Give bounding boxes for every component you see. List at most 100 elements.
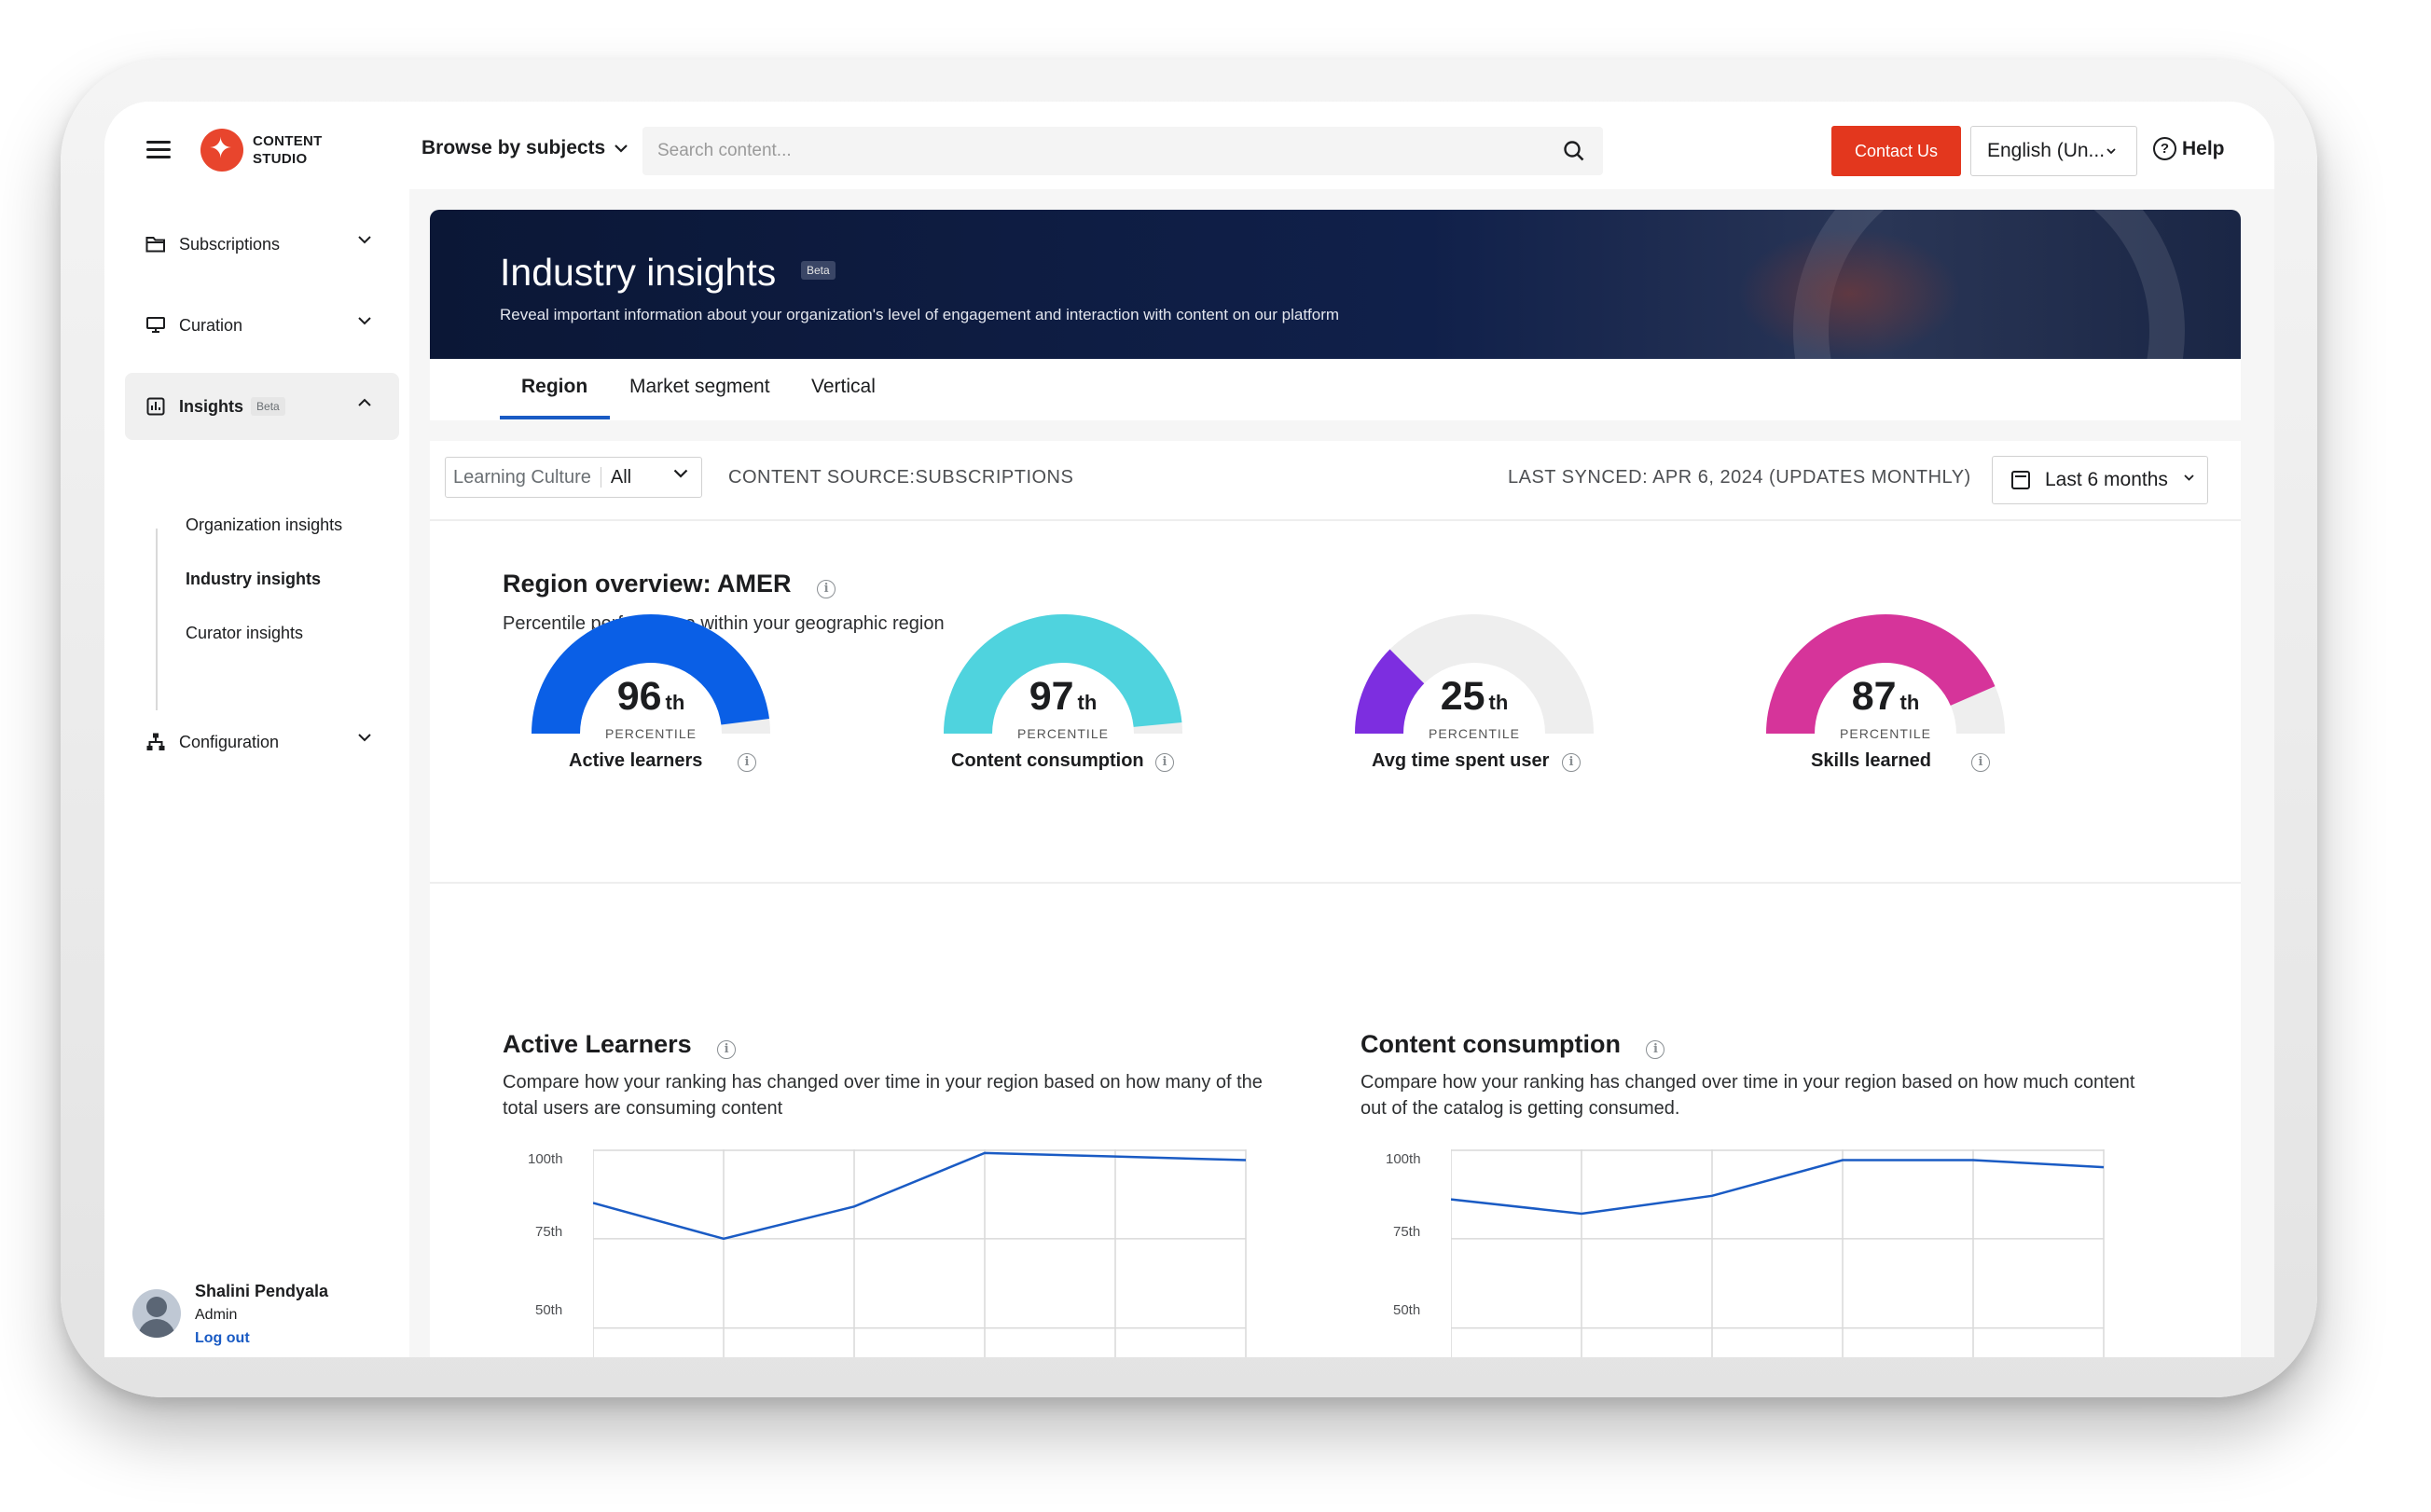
gauge-fill (1355, 649, 1425, 734)
divider (430, 882, 2241, 884)
series-line (1451, 1159, 2105, 1216)
y-tick-label: 50th (1393, 1302, 1421, 1318)
device-frame: CONTENT STUDIO Browse by subjects Contac… (61, 60, 2317, 1397)
gauge-label: Avg time spent user (1372, 750, 1550, 771)
app-screen: CONTENT STUDIO Browse by subjects Contac… (104, 102, 2274, 1357)
region-overview-title: Region overview: AMER i (503, 570, 836, 598)
logo[interactable]: CONTENT STUDIO (200, 129, 323, 172)
chevron-down-icon (2184, 474, 2194, 481)
sidebar-item-label: Configuration (179, 732, 280, 751)
chevron-down-icon (615, 144, 628, 153)
info-icon[interactable]: i (1646, 1040, 1665, 1059)
active-tab-indicator (500, 416, 610, 419)
gauge-number: 96 (616, 674, 662, 719)
learning-culture-filter[interactable]: Learning Culture All (445, 457, 702, 498)
gauge-label: Skills learned (1811, 750, 1931, 771)
sidebar-item-label: Insights (179, 396, 244, 416)
last-synced: LAST SYNCED: APR 6, 2024 (UPDATES MONTHL… (1508, 467, 1971, 488)
help-icon: ? (2153, 137, 2176, 160)
sidebar-item-curation[interactable]: Curation (125, 292, 399, 359)
insights-subnav: Organization insights Industry insights … (156, 515, 389, 710)
gauge-arc (944, 613, 1182, 734)
beta-badge: Beta (251, 397, 285, 416)
info-icon[interactable]: i (738, 753, 756, 772)
info-icon[interactable]: i (817, 580, 836, 598)
sidebar-subitem-industry-insights[interactable]: Industry insights (186, 570, 322, 588)
beta-badge: Beta (801, 261, 836, 280)
gauge-arc (532, 613, 770, 734)
info-icon[interactable]: i (1971, 753, 1990, 772)
hierarchy-icon (145, 732, 166, 752)
content-consumption-subtitle: Compare how your ranking has changed ove… (1361, 1069, 2134, 1121)
sidebar-item-label: Curation (179, 315, 243, 335)
logo-mark-icon (200, 129, 243, 172)
avatar[interactable] (132, 1289, 181, 1338)
brand-line-2: STUDIO (253, 151, 308, 167)
search-icon[interactable] (1562, 139, 1586, 163)
gauge-label: Content consumption (951, 750, 1144, 771)
contact-us-button[interactable]: Contact Us (1831, 126, 1961, 176)
gauge-arc (1355, 614, 1594, 734)
info-icon[interactable]: i (1562, 753, 1581, 772)
info-icon[interactable]: i (1155, 753, 1174, 772)
gauge-number: 87 (1851, 674, 1897, 719)
sidebar-subitem-organization-insights[interactable]: Organization insights (186, 515, 343, 534)
tab-region[interactable]: Region (521, 376, 588, 397)
search-box (642, 127, 1603, 175)
help-button[interactable]: ? Help (2153, 137, 2225, 160)
user-card: Shalini Pendyala Admin Log out (132, 1280, 328, 1350)
content-consumption-title-text: Content consumption (1361, 1030, 1621, 1058)
gauge-unit: PERCENTILE (1840, 726, 1931, 741)
chevron-up-icon (358, 398, 371, 406)
sidebar-subitem-curator-insights[interactable]: Curator insights (186, 624, 304, 642)
folder-icon (145, 234, 166, 254)
divider (430, 519, 2241, 521)
user-info: Shalini Pendyala Admin Log out (195, 1280, 328, 1350)
chevron-down-icon (358, 317, 371, 325)
sidebar-item-configuration[interactable]: Configuration (125, 708, 399, 776)
gauge-fill (532, 613, 769, 734)
page-title: Industry insights (500, 251, 777, 294)
user-role: Admin (195, 1307, 238, 1323)
sidebar-item-label: Subscriptions (179, 234, 281, 254)
browse-by-subjects-button[interactable]: Browse by subjects (421, 137, 628, 159)
gauge-track (1355, 614, 1594, 734)
gauge-number: 25 (1440, 674, 1485, 719)
monitor-icon (145, 315, 166, 336)
gauge-unit: PERCENTILE (605, 726, 697, 741)
main-content: Industry insights Beta Reveal important … (409, 189, 2274, 1357)
y-tick-label: 75th (1393, 1224, 1421, 1240)
gauge-unit: PERCENTILE (1429, 726, 1520, 741)
y-tick-label: 75th (535, 1224, 563, 1240)
tab-market-segment[interactable]: Market segment (629, 376, 770, 397)
subtitle-line: Compare how your ranking has changed ove… (1361, 1072, 2135, 1093)
chevron-down-icon (358, 236, 371, 244)
info-icon[interactable]: i (717, 1040, 737, 1059)
filter-value: All (610, 466, 632, 488)
chevron-down-icon (673, 469, 688, 478)
sidebar-item-insights[interactable]: Insights Beta (125, 373, 399, 440)
chevron-down-icon (358, 734, 371, 742)
insights-panel: Learning Culture All CONTENT SOURCE:SUBS… (430, 441, 2241, 1357)
gauge-label: Active learners (569, 750, 703, 771)
search-input[interactable] (642, 127, 1528, 175)
gauge-fill (1766, 614, 1996, 734)
line-chart (593, 1149, 1247, 1357)
hamburger-menu-icon[interactable] (146, 141, 171, 159)
language-select[interactable]: English (Un... (1970, 126, 2137, 176)
sidebar-item-subscriptions[interactable]: Subscriptions (125, 211, 399, 278)
date-range-select[interactable]: Last 6 months (1992, 456, 2208, 504)
logout-link[interactable]: Log out (195, 1330, 250, 1346)
gauge-suffix: th (665, 691, 685, 714)
calendar-icon (2011, 471, 2030, 489)
tab-vertical[interactable]: Vertical (811, 376, 876, 397)
active-learners-subtitle: Compare how your ranking has changed ove… (503, 1069, 1263, 1121)
